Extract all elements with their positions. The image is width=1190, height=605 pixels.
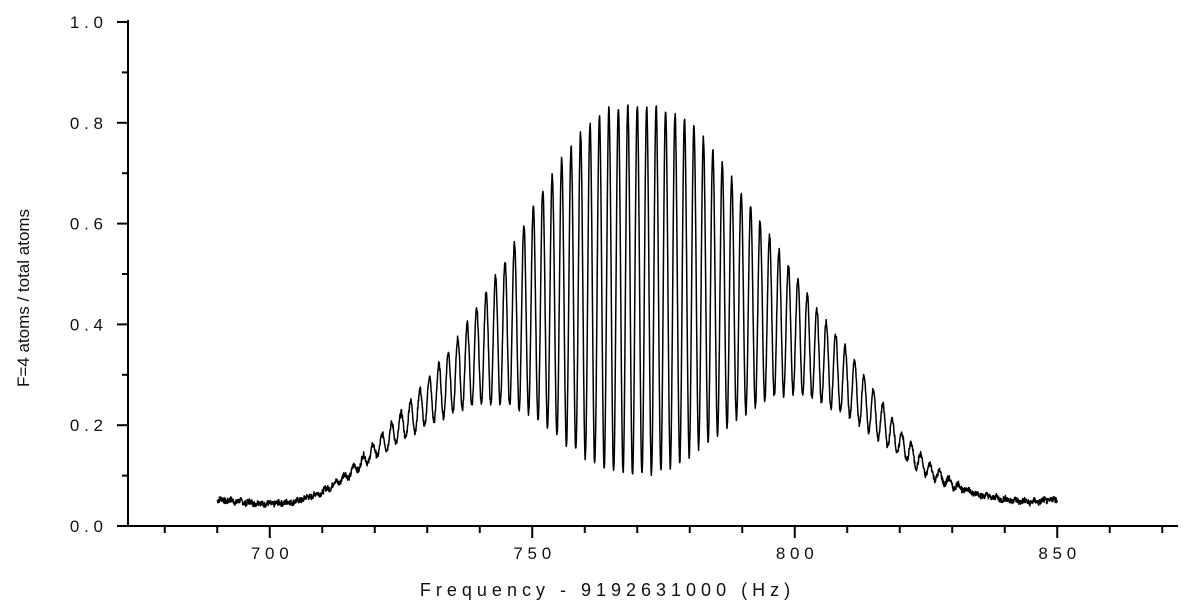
x-tick-label: 7 0 0 xyxy=(251,544,289,563)
series-line xyxy=(216,104,1058,508)
y-tick-label: 0 . 4 xyxy=(70,315,103,334)
y-axis-title: F=4 atoms / total atoms xyxy=(14,209,33,387)
ticks: 0 . 0 0 . 2 0 . 4 0 . 6 0 . 8 1 . 0 7 0 0 7 5 0… xyxy=(70,13,1164,563)
y-tick-label: 0 . 2 xyxy=(70,416,103,435)
x-axis-title: F r e q u e n c y - 9 1 9 2 6 3 1 0 0 0 … xyxy=(420,580,790,600)
y-tick-label: 1 . 0 xyxy=(70,13,103,32)
axes xyxy=(127,20,1178,527)
y-tick-label: 0 . 6 xyxy=(70,215,103,234)
x-tick-label: 8 5 0 xyxy=(1038,544,1076,563)
x-tick-label: 7 5 0 xyxy=(513,544,551,563)
y-tick-label: 0 . 0 xyxy=(70,517,103,536)
x-tick-label: 8 0 0 xyxy=(776,544,814,563)
y-tick-label: 0 . 8 xyxy=(70,114,103,133)
